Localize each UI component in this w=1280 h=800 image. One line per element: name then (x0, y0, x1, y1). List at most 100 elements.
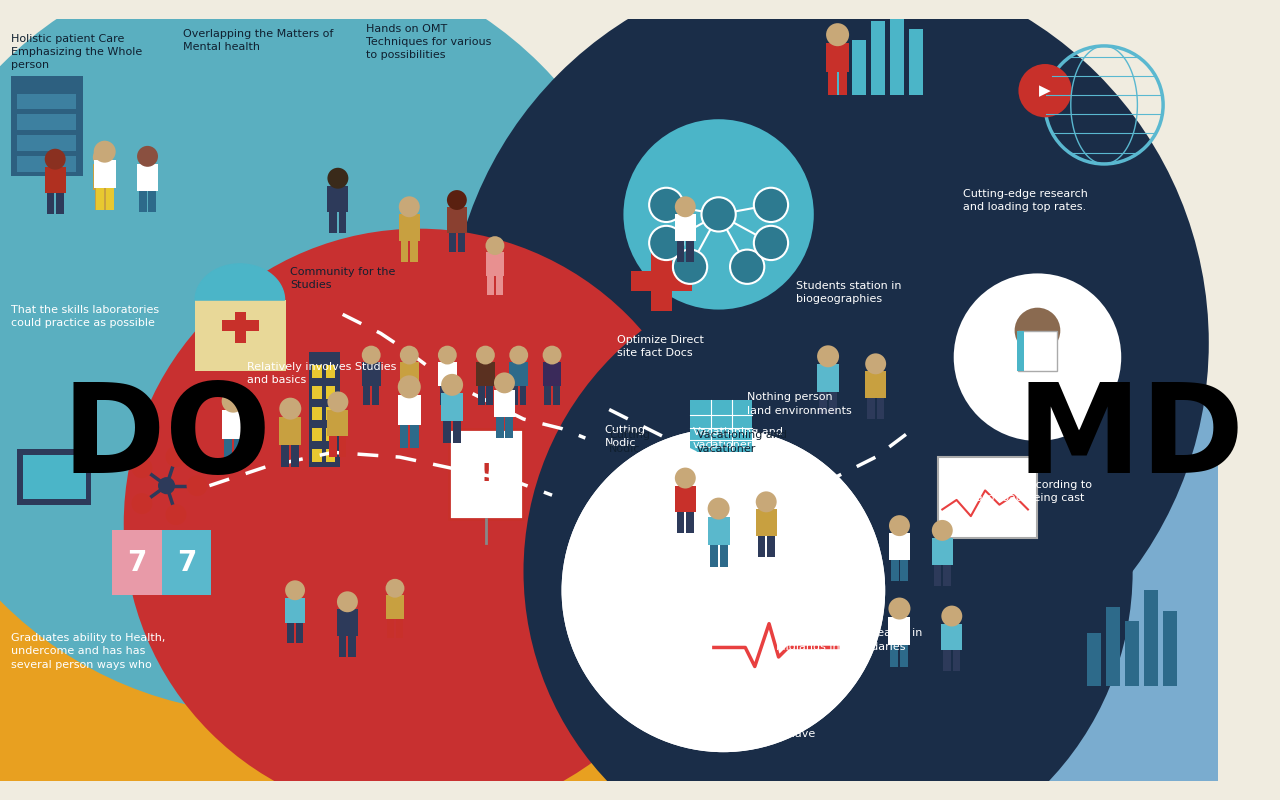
Circle shape (673, 250, 707, 284)
Bar (870, 21, 886, 95)
Bar (890, 0, 904, 95)
Bar (543, 362, 562, 386)
Circle shape (890, 515, 910, 536)
Bar (161, 530, 211, 595)
Bar (817, 364, 840, 392)
Bar (221, 320, 259, 330)
Bar (442, 393, 463, 421)
Circle shape (954, 274, 1121, 441)
Bar (553, 386, 559, 405)
Text: Holistic patient Care
Emphasizing the Whole
person: Holistic patient Care Emphasizing the Wh… (12, 34, 142, 70)
Bar (900, 645, 909, 666)
Circle shape (524, 266, 1133, 800)
Circle shape (562, 429, 886, 752)
Circle shape (442, 374, 463, 396)
Bar (325, 365, 335, 378)
Bar (17, 156, 76, 171)
Bar (453, 421, 461, 443)
Circle shape (165, 446, 187, 467)
Bar (509, 362, 529, 386)
Circle shape (730, 250, 764, 284)
Text: MD: MD (1016, 378, 1244, 498)
Bar (900, 560, 908, 581)
Bar (140, 190, 147, 211)
Bar (17, 94, 76, 109)
Bar (312, 386, 321, 399)
Circle shape (1015, 308, 1060, 354)
Text: Nothing person
land environments: Nothing person land environments (748, 392, 852, 415)
Text: Procedures for research in
Midlands in boundaries: Procedures for research in Midlands in b… (776, 629, 922, 652)
Bar (106, 188, 114, 210)
Bar (285, 598, 305, 623)
Bar (339, 213, 347, 234)
Bar (1019, 331, 1056, 371)
Bar (339, 436, 347, 457)
Bar (93, 165, 113, 190)
Bar (1125, 621, 1139, 686)
Bar (865, 371, 886, 398)
Circle shape (337, 591, 358, 612)
Bar (410, 241, 417, 262)
Circle shape (649, 188, 684, 222)
Bar (631, 270, 692, 291)
Bar (312, 365, 321, 378)
Circle shape (485, 236, 504, 255)
Circle shape (187, 475, 207, 496)
Text: Relatively involves Studies
and basics: Relatively involves Studies and basics (247, 362, 397, 385)
Circle shape (165, 504, 187, 525)
Bar (877, 398, 884, 419)
Bar (447, 207, 467, 233)
Bar (364, 386, 370, 405)
Bar (399, 425, 408, 447)
Bar (17, 135, 76, 150)
Bar (891, 560, 899, 581)
Circle shape (755, 491, 777, 512)
Bar (339, 636, 347, 657)
Bar (56, 194, 64, 214)
Circle shape (398, 375, 421, 398)
Bar (652, 250, 672, 311)
Bar (449, 233, 456, 253)
Bar (236, 313, 246, 343)
Bar (137, 164, 157, 190)
Circle shape (1019, 64, 1071, 118)
Text: Vacationing and
vacationer: Vacationing and vacationer (696, 430, 787, 454)
Circle shape (932, 520, 952, 541)
Circle shape (701, 198, 736, 231)
Bar (23, 455, 86, 499)
Bar (709, 545, 718, 566)
Circle shape (865, 354, 886, 374)
Bar (449, 429, 524, 519)
Circle shape (509, 346, 529, 365)
Bar (221, 410, 244, 439)
Text: Community for the
Studies: Community for the Studies (291, 266, 396, 290)
Circle shape (888, 598, 910, 619)
Bar (909, 29, 923, 95)
Bar (1144, 590, 1158, 686)
Bar (439, 386, 447, 405)
Bar (943, 565, 951, 586)
Bar (937, 457, 1038, 538)
Bar (104, 190, 111, 210)
Bar (398, 395, 421, 425)
Bar (952, 650, 960, 671)
Bar (891, 645, 899, 666)
Text: Process the deciding
long techniques have: Process the deciding long techniques hav… (695, 716, 815, 739)
Text: Overlapping the Matters of
Mental health: Overlapping the Matters of Mental health (183, 29, 333, 52)
Circle shape (675, 467, 696, 489)
Bar (495, 417, 503, 438)
Circle shape (399, 196, 420, 218)
Bar (17, 450, 91, 505)
Text: ▶: ▶ (1039, 83, 1051, 98)
Bar (828, 72, 837, 95)
Bar (282, 445, 289, 466)
Circle shape (476, 346, 495, 365)
Circle shape (137, 146, 157, 167)
Bar (520, 386, 526, 405)
Bar (362, 362, 380, 386)
Bar (755, 510, 777, 536)
Bar (1106, 607, 1120, 686)
Circle shape (132, 493, 152, 514)
Bar (17, 114, 76, 130)
Bar (488, 277, 494, 295)
